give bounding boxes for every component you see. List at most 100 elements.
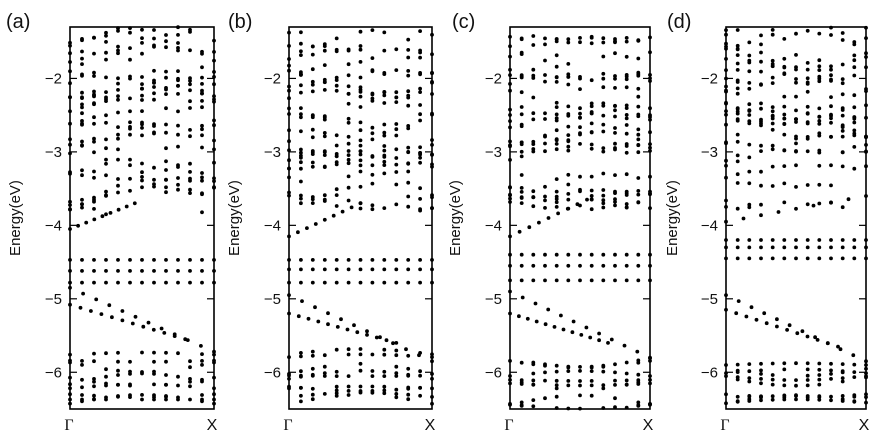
band-point [724, 198, 728, 203]
band-point [589, 278, 594, 283]
band-point [741, 216, 746, 221]
band-point [648, 106, 652, 111]
band-point [200, 105, 204, 110]
band-point [406, 372, 411, 377]
band-point [770, 121, 775, 126]
band-point [864, 366, 868, 371]
band-point [370, 181, 375, 186]
band-point [531, 378, 536, 383]
band-point [805, 245, 810, 250]
band-point [116, 76, 120, 81]
band-point [346, 157, 351, 162]
band-point [735, 43, 740, 48]
band-point [578, 369, 582, 373]
band-point [543, 42, 547, 47]
band-point [188, 170, 192, 174]
band-point [322, 392, 327, 396]
band-point [164, 350, 168, 355]
band-point [601, 146, 606, 151]
y-tick-label: −3 [701, 144, 718, 161]
band-point [200, 65, 204, 70]
y-axis-label: Energy(eV) [447, 180, 464, 256]
band-point [759, 50, 763, 55]
band-point [188, 106, 192, 110]
band-point [519, 360, 524, 365]
band-point [382, 391, 387, 396]
band-point [140, 161, 144, 166]
band-point [589, 142, 594, 147]
band-point [840, 134, 845, 139]
band-point [566, 148, 571, 153]
band-point [613, 126, 617, 130]
band-point [770, 127, 775, 132]
band-point [724, 371, 728, 375]
band-point [829, 394, 833, 399]
band-point [759, 368, 763, 373]
band-point [68, 285, 72, 290]
band-point [80, 95, 84, 100]
band-point [418, 267, 422, 272]
band-point [782, 104, 787, 109]
band-point [164, 178, 168, 182]
band-point [358, 29, 363, 34]
band-point [817, 256, 822, 261]
band-point [578, 115, 582, 120]
band-point [346, 174, 351, 179]
band-point [299, 354, 303, 359]
band-point [508, 193, 512, 198]
band-point [817, 367, 822, 372]
band-point [624, 73, 629, 77]
band-point [406, 180, 411, 185]
band-point [80, 62, 84, 66]
band-point [508, 378, 512, 382]
band-point [382, 101, 387, 105]
band-point [164, 397, 168, 402]
band-point [152, 395, 156, 399]
band-point [370, 137, 375, 142]
band-point [636, 112, 641, 117]
y-tick-label: −6 [485, 364, 502, 381]
band-point [817, 163, 822, 168]
band-point [152, 258, 156, 262]
band-point [578, 379, 582, 383]
band-point [811, 203, 816, 208]
band-point [864, 36, 868, 40]
band-point [164, 39, 168, 44]
band-point [92, 136, 96, 141]
band-point [68, 142, 72, 147]
band-point [346, 352, 351, 357]
band-point [624, 172, 629, 177]
band-point [334, 49, 339, 54]
band-point [430, 258, 434, 262]
band-point [571, 319, 576, 324]
band-point [531, 382, 536, 387]
band-point [735, 206, 740, 211]
band-point [132, 201, 137, 206]
band-point [406, 73, 411, 78]
band-point [334, 78, 339, 82]
band-point [566, 369, 571, 373]
band-point [176, 351, 180, 356]
band-point [322, 353, 327, 358]
band-point [787, 323, 792, 328]
band-point [735, 86, 740, 91]
band-point [406, 366, 411, 371]
band-point [829, 183, 833, 188]
band-point [747, 102, 752, 107]
band-point [519, 404, 524, 408]
band-point [735, 28, 740, 32]
panel-label: (d) [667, 11, 691, 33]
band-point [346, 389, 351, 393]
band-point [164, 159, 168, 164]
band-point [817, 238, 822, 242]
band-point [508, 402, 512, 407]
band-point [817, 382, 822, 387]
band-point [840, 369, 845, 374]
band-point [601, 149, 606, 154]
band-point [759, 143, 763, 148]
band-point [80, 269, 84, 273]
band-point [68, 280, 72, 285]
band-point [406, 204, 411, 209]
band-point [346, 134, 351, 139]
band-point [519, 190, 524, 194]
